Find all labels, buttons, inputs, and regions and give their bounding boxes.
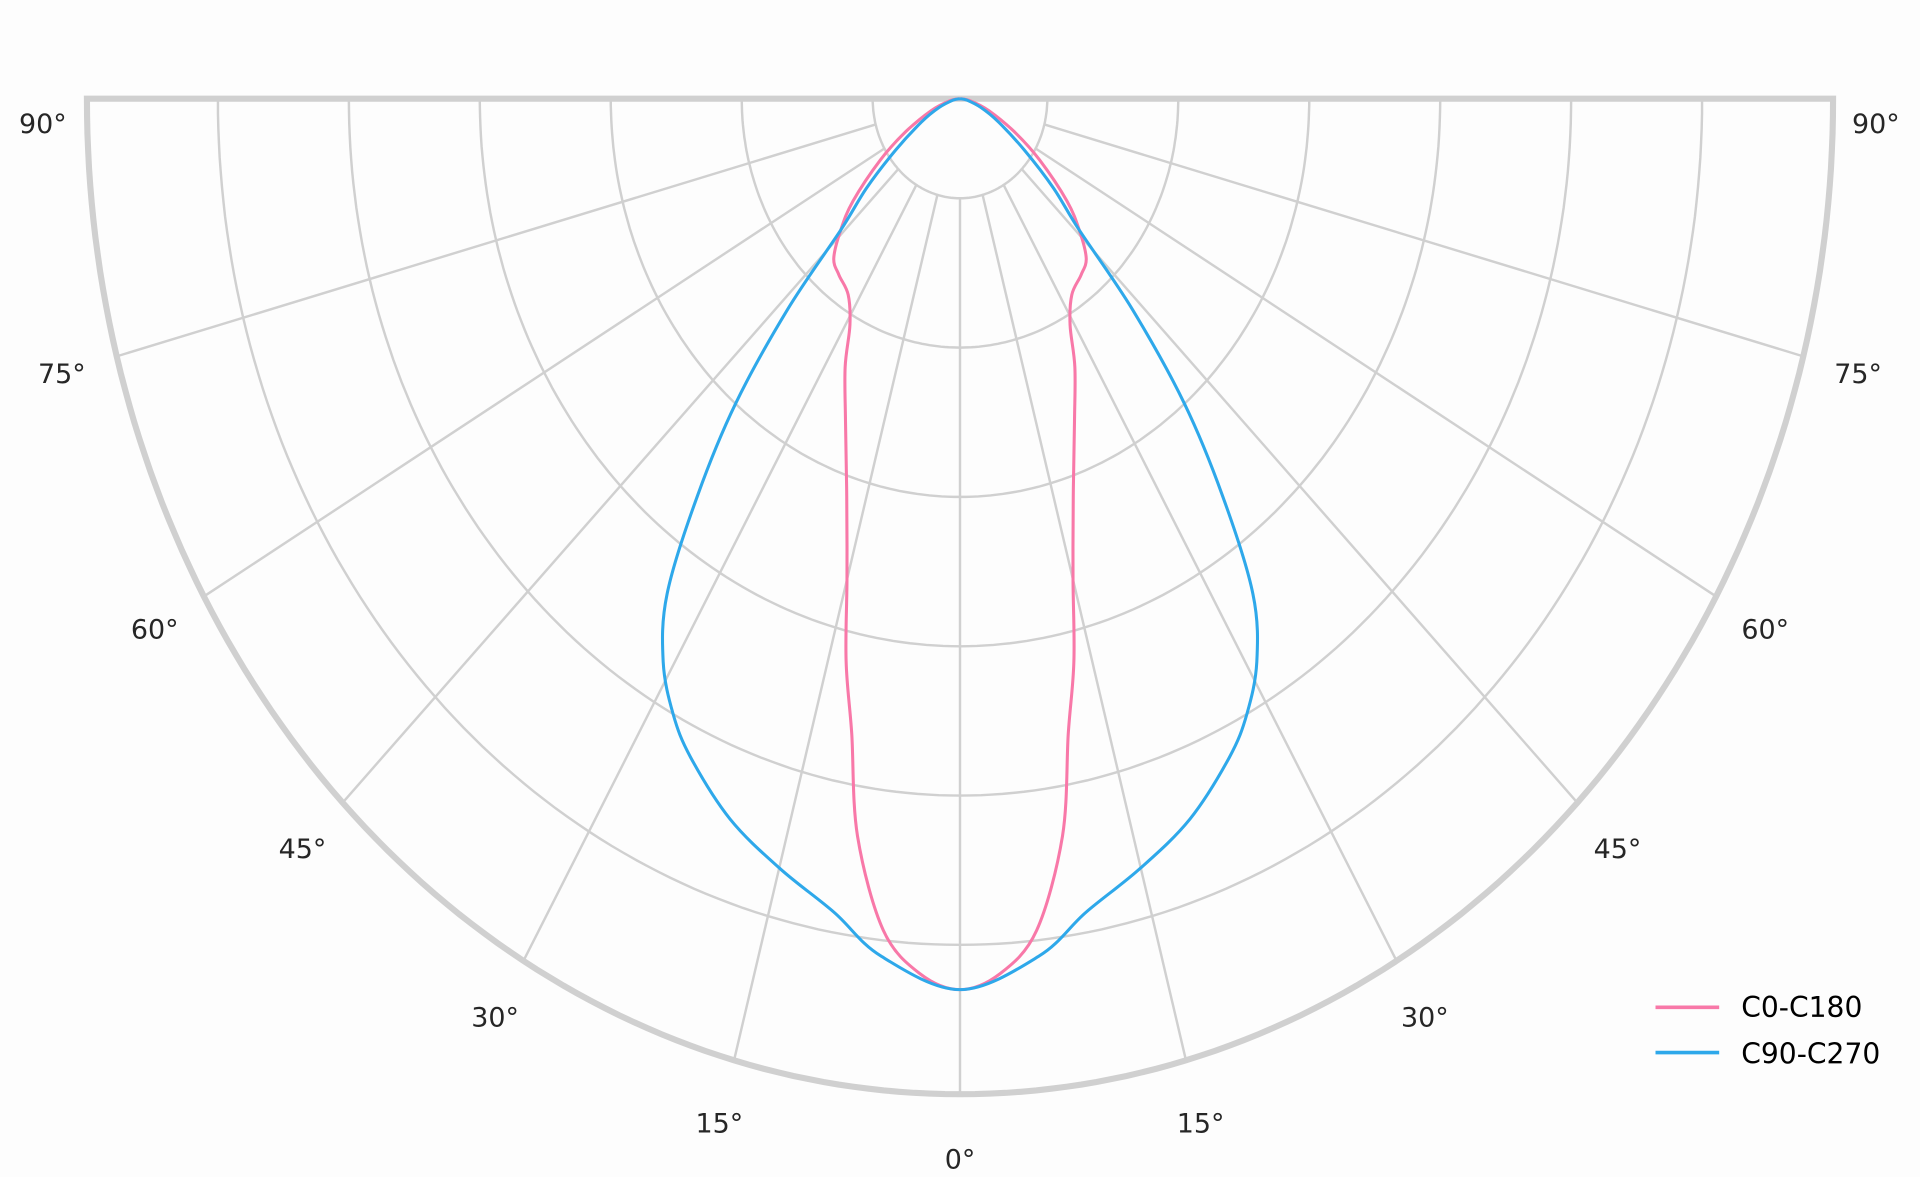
angle-tick-label: 75° bbox=[1834, 359, 1882, 390]
angle-tick-label: 15° bbox=[695, 1109, 743, 1140]
grid-spoke bbox=[981, 194, 1188, 1061]
angle-tick-label: 45° bbox=[279, 834, 327, 865]
grid-spoke bbox=[341, 168, 900, 804]
angle-tick-label: 75° bbox=[38, 359, 86, 390]
grid-ring bbox=[871, 98, 1049, 200]
polar-grid bbox=[83, 95, 1837, 1098]
angle-tick-labels: 0° 15° 15° 30° 30° 45° 45° 60° 60° 75° 75° 90° 90° bbox=[19, 109, 1900, 1176]
angle-tick-label: 60° bbox=[1741, 615, 1789, 646]
grid-spoke bbox=[1043, 123, 1804, 358]
grid-spoke bbox=[1034, 147, 1717, 598]
series-curves bbox=[660, 97, 1260, 992]
angle-tick-label: 90° bbox=[1852, 109, 1900, 140]
grid-spoke bbox=[1020, 168, 1579, 804]
angle-tick-label: 15° bbox=[1177, 1109, 1225, 1140]
series-curve-c90-c270 bbox=[660, 97, 1260, 992]
angle-tick-label: 0° bbox=[945, 1145, 976, 1176]
grid-spoke bbox=[203, 147, 886, 598]
grid-spoke bbox=[732, 194, 939, 1061]
angle-tick-label: 30° bbox=[1401, 1003, 1449, 1034]
legend: C0-C180 C90-C270 bbox=[1655, 991, 1880, 1071]
legend-label-c90-c270: C90-C270 bbox=[1741, 1038, 1880, 1071]
angle-tick-label: 90° bbox=[19, 109, 67, 140]
polar-frame bbox=[83, 95, 1837, 1098]
grid-spoke bbox=[116, 123, 877, 358]
angle-tick-label: 45° bbox=[1594, 834, 1642, 865]
angle-tick-label: 30° bbox=[471, 1003, 519, 1034]
legend-label-c0-c180: C0-C180 bbox=[1741, 991, 1862, 1024]
angle-tick-label: 60° bbox=[131, 615, 179, 646]
